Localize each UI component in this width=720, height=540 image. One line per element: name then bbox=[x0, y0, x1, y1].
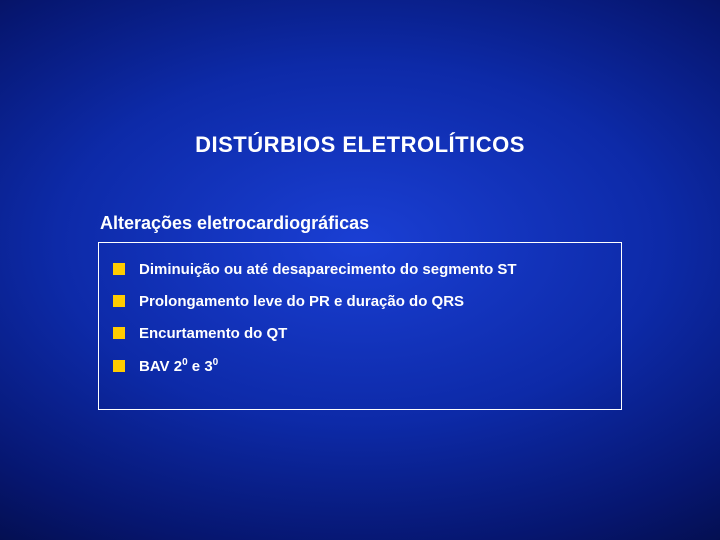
item-text-part: e 3 bbox=[188, 358, 213, 375]
square-bullet-icon bbox=[113, 360, 125, 372]
superscript: 0 bbox=[213, 357, 219, 368]
item-text: BAV 20 e 30 bbox=[139, 357, 218, 376]
item-text: Diminuição ou até desaparecimento do seg… bbox=[139, 261, 517, 279]
content-box: Diminuição ou até desaparecimento do seg… bbox=[98, 242, 622, 410]
item-text-part: BAV 2 bbox=[139, 358, 182, 375]
slide-subtitle: Alterações eletrocardiográficas bbox=[100, 213, 369, 234]
slide: DISTÚRBIOS ELETROLÍTICOS Alterações elet… bbox=[0, 0, 720, 540]
list-item: Encurtamento do QT bbox=[113, 325, 607, 343]
list-item: BAV 20 e 30 bbox=[113, 357, 607, 376]
square-bullet-icon bbox=[113, 263, 125, 275]
list-item: Diminuição ou até desaparecimento do seg… bbox=[113, 261, 607, 279]
item-text: Prolongamento leve do PR e duração do QR… bbox=[139, 293, 464, 311]
item-text: Encurtamento do QT bbox=[139, 325, 287, 343]
list-item: Prolongamento leve do PR e duração do QR… bbox=[113, 293, 607, 311]
square-bullet-icon bbox=[113, 327, 125, 339]
slide-title: DISTÚRBIOS ELETROLÍTICOS bbox=[0, 132, 720, 158]
square-bullet-icon bbox=[113, 295, 125, 307]
